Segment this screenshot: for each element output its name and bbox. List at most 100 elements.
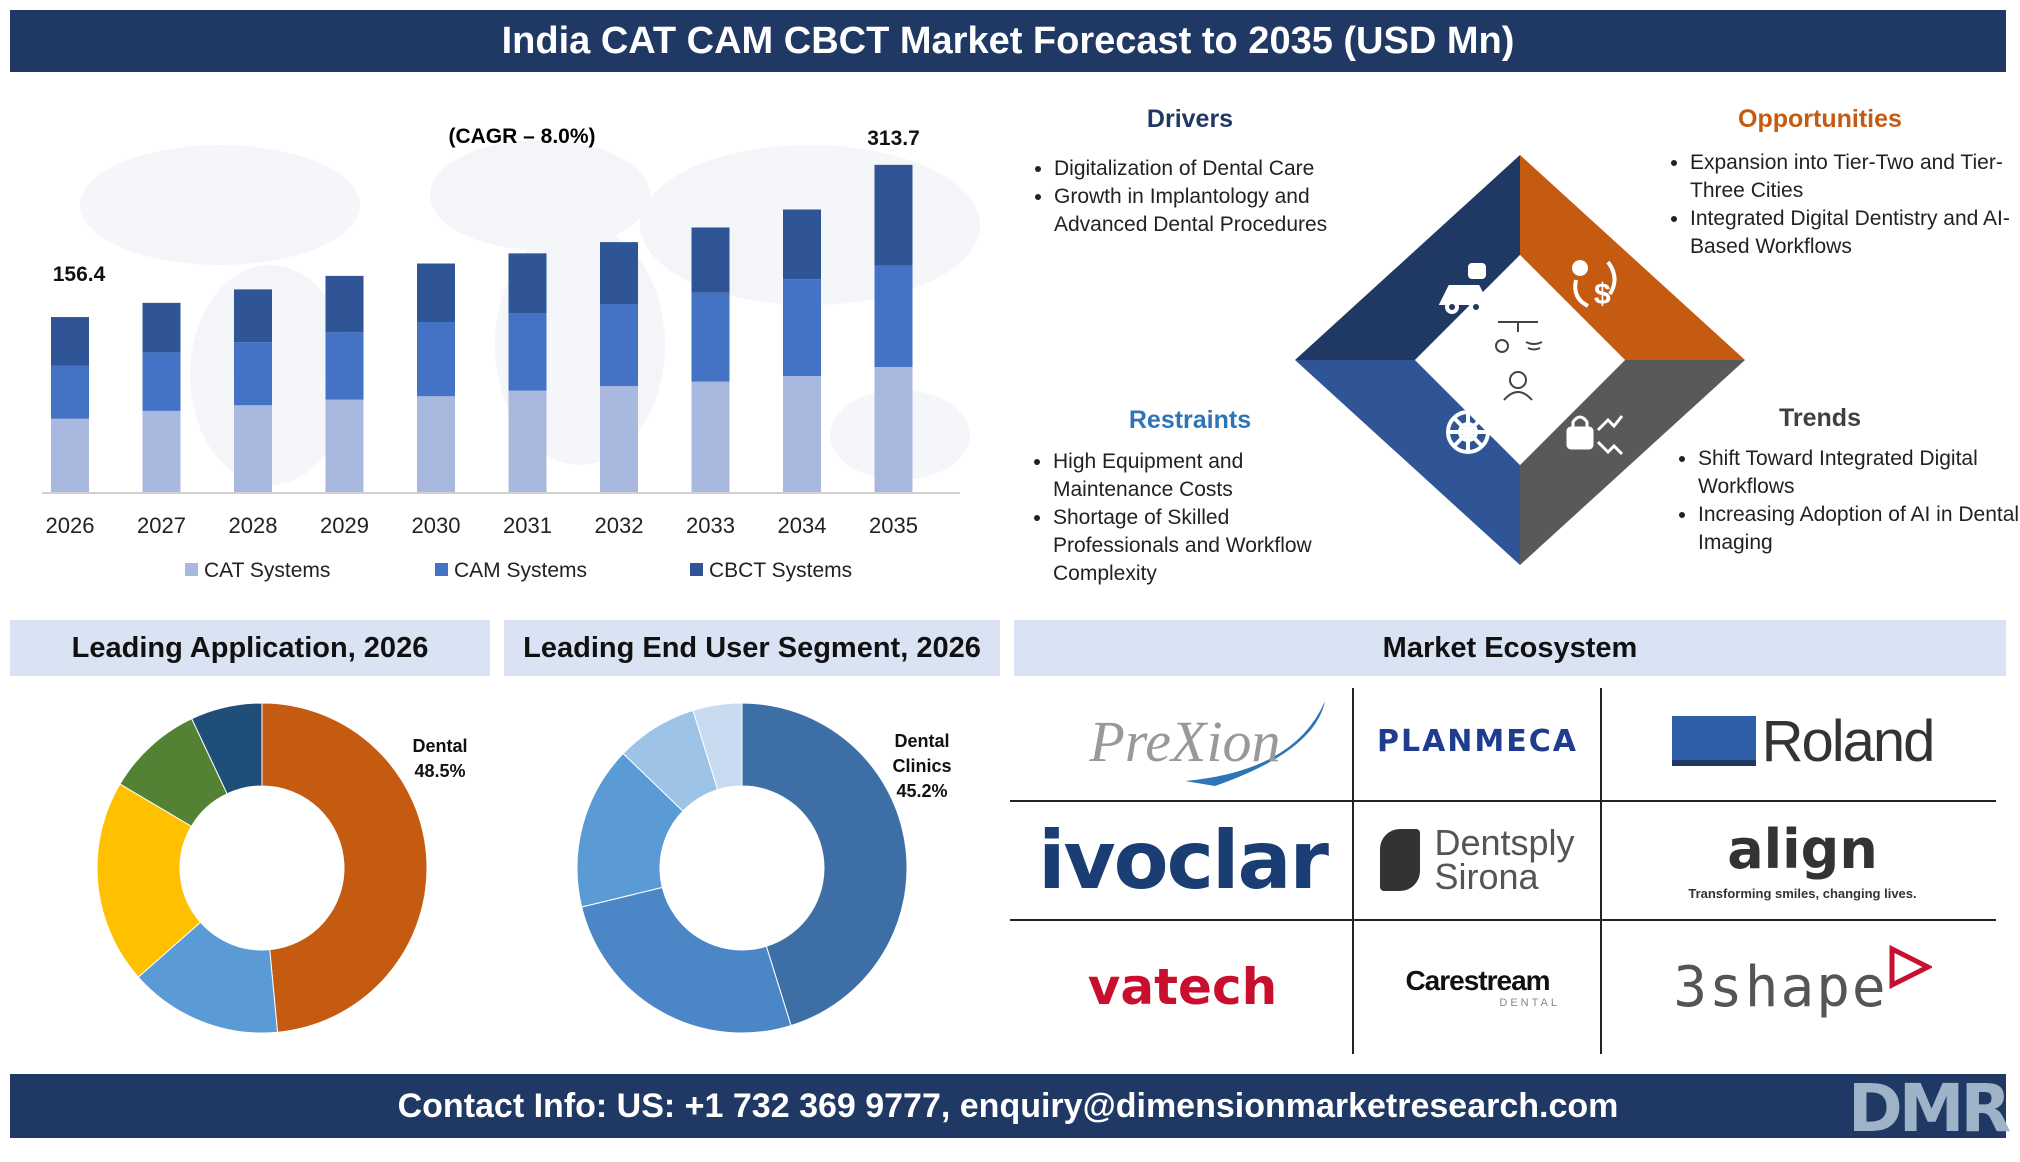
bar-segment-cbct-systems — [417, 263, 455, 322]
car-robot-icon — [1438, 263, 1490, 314]
dynamics-diamond: $ — [1295, 155, 1745, 565]
prexion-logo: PreXion — [1020, 686, 1350, 796]
donut-slice — [191, 702, 263, 795]
ecosystem-divider — [1010, 800, 1996, 802]
bar-segment-cbct-systems — [142, 302, 181, 353]
ecosystem-divider — [1352, 688, 1354, 1054]
x-tick-label: 2026 — [46, 513, 95, 538]
svg-text:$: $ — [1594, 278, 1611, 311]
donut-slice — [576, 752, 684, 908]
bar-segment-cbct-systems — [600, 242, 638, 304]
roland-logo: Roland — [1605, 686, 2000, 796]
legend-label: CAM Systems — [454, 559, 587, 582]
bar-segment-cat-systems — [600, 386, 638, 493]
dentsply-mark-icon — [1380, 829, 1421, 891]
restraints-item: Shortage of Skilled Professionals and Wo… — [1053, 504, 1353, 588]
legend-label: CBCT Systems — [709, 559, 852, 582]
opportunities-item: Integrated Digital Dentistry and AI-Base… — [1690, 205, 2020, 261]
opportunities-item: Expansion into Tier-Two and Tier-Three C… — [1690, 149, 2020, 205]
align-text: align — [1727, 817, 1878, 881]
opportunities-quadrant — [1520, 155, 1745, 360]
drivers-quadrant — [1295, 155, 1520, 360]
trends-item: Shift Toward Integrated Digital Workflow… — [1698, 445, 2020, 501]
bar-segment-cam-systems — [234, 342, 272, 406]
bar-segment-cam-systems — [691, 292, 730, 382]
prexion-swoosh-icon — [1185, 701, 1325, 786]
application-section-title: Leading Application, 2026 — [10, 620, 490, 676]
bar-segment-cam-systems — [508, 313, 547, 391]
bar-segment-cbct-systems — [325, 275, 364, 333]
end-user-donut-chart: Dental Clinics 45.2% — [576, 702, 952, 1034]
roland-text: Roland — [1761, 708, 1936, 774]
bar-segment-cat-systems — [691, 381, 730, 493]
bar-segment-cat-systems — [234, 405, 272, 493]
bar-segment-cat-systems — [51, 418, 89, 493]
drivers-list: Digitalization of Dental Care Growth in … — [1026, 155, 1354, 239]
x-tick-label: 2031 — [503, 513, 552, 538]
bar-segment-cam-systems — [783, 279, 821, 376]
bar-segment-cam-systems — [600, 304, 638, 387]
vatech-text: vatech — [1087, 958, 1278, 1016]
trends-quadrant — [1520, 360, 1745, 565]
opportunities-title: Opportunities — [1738, 105, 1902, 133]
end-user-section-title: Leading End User Segment, 2026 — [504, 620, 1000, 676]
bar-value-label: 156.4 — [53, 263, 106, 286]
prexion-text: PreXion — [1089, 708, 1281, 774]
donut-slice-label: Dental — [412, 736, 467, 756]
align-tagline: Transforming smiles, changing lives. — [1688, 885, 1917, 901]
gear-network-icon — [1446, 410, 1490, 454]
restraints-list: High Equipment and Maintenance Costs Sho… — [1025, 448, 1353, 588]
x-tick-label: 2030 — [412, 513, 461, 538]
carestream-logo: Carestream DENTAL — [1355, 922, 1600, 1052]
x-tick-label: 2029 — [320, 513, 369, 538]
align-logo: align Transforming smiles, changing live… — [1605, 802, 2000, 918]
trends-item: Increasing Adoption of AI in Dental Imag… — [1698, 501, 2020, 557]
bar-segment-cat-systems — [508, 390, 547, 493]
cagr-annotation: (CAGR – 8.0%) — [448, 125, 595, 148]
x-tick-label: 2035 — [869, 513, 918, 538]
ecosystem-section-title: Market Ecosystem — [1014, 620, 2006, 676]
application-donut-chart: Dental 48.5% — [96, 702, 468, 1034]
bar-segment-cbct-systems — [783, 209, 821, 280]
legend-label: CAT Systems — [204, 559, 330, 582]
bar-segment-cam-systems — [874, 265, 913, 367]
3shape-text: 3shape — [1673, 954, 1888, 1020]
bar-segment-cam-systems — [417, 322, 455, 397]
dentsply-text: Dentsply — [1434, 822, 1575, 863]
donut-slice — [741, 702, 908, 1027]
stacked-bar-chart: 2026 2027 2028 2029 2030 2031 2032 2033 2034 2035… — [42, 125, 980, 582]
trends-list: Shift Toward Integrated Digital Workflow… — [1670, 445, 2020, 557]
x-tick-label: 2032 — [595, 513, 644, 538]
donut-value-label: 45.2% — [896, 781, 947, 801]
donut-slice — [581, 886, 792, 1034]
ecosystem-divider — [1600, 688, 1602, 1054]
bar-segment-cbct-systems — [234, 289, 272, 343]
planmeca-text: PLANMECA — [1376, 723, 1578, 759]
bar-segment-cat-systems — [783, 376, 821, 493]
dollar-cycle-icon: $ — [1572, 260, 1617, 311]
donut-slice-label: Dental — [894, 731, 949, 751]
donut-slice-label: Clinics — [892, 756, 951, 776]
bar-segment-cat-systems — [874, 367, 913, 493]
bar-value-label: 313.7 — [867, 127, 920, 150]
drivers-item: Digitalization of Dental Care — [1054, 155, 1354, 183]
lock-trend-icon — [1566, 415, 1624, 456]
ivoclar-text: ivoclar — [1038, 813, 1329, 907]
trends-title: Trends — [1779, 404, 1861, 432]
dentsply-sirona-logo: Dentsply Sirona — [1355, 802, 1600, 918]
bar-segment-cat-systems — [142, 410, 181, 493]
legend-swatch — [185, 563, 198, 576]
drivers-item: Growth in Implantology and Advanced Dent… — [1054, 183, 1354, 239]
legend-swatch — [690, 563, 703, 576]
carestream-text: Carestream — [1405, 965, 1550, 996]
opportunities-list: Expansion into Tier-Two and Tier-Three C… — [1662, 149, 2020, 261]
dentsply-text-block: Dentsply Sirona — [1434, 822, 1575, 895]
bar-segment-cam-systems — [142, 352, 181, 411]
restraints-title: Restraints — [1128, 406, 1252, 434]
ecosystem-divider — [1010, 919, 1996, 921]
donut-value-label: 48.5% — [414, 761, 465, 781]
legend-swatch — [435, 563, 448, 576]
x-tick-label: 2027 — [137, 513, 186, 538]
bar-segment-cbct-systems — [691, 227, 730, 293]
bar-segment-cbct-systems — [508, 253, 547, 313]
